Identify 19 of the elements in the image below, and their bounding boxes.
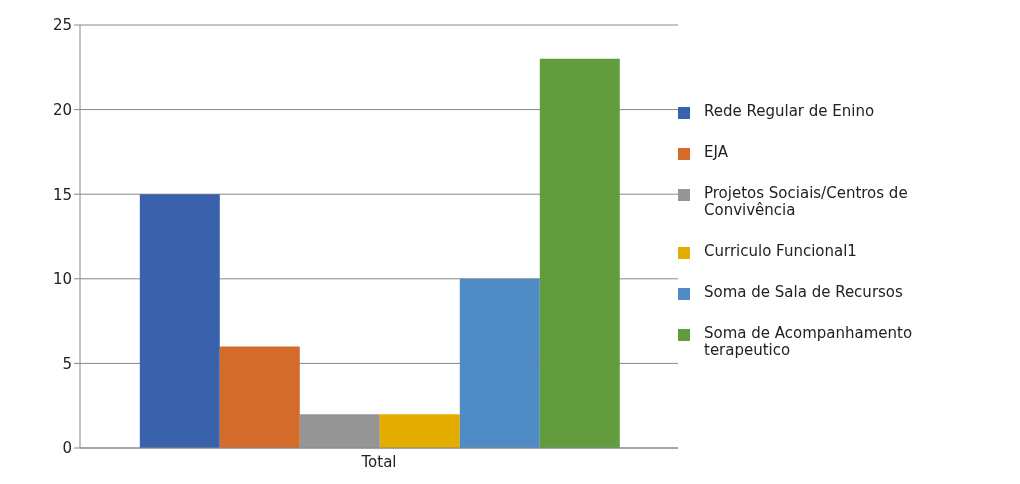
legend-label: Soma de Acompanhamento terapeutico — [704, 324, 914, 359]
y-tick-label: 25 — [52, 16, 72, 35]
x-tick-label: Total — [360, 452, 397, 471]
y-tick-label: 10 — [52, 270, 72, 289]
bar — [219, 346, 300, 448]
y-tick-label: 5 — [62, 354, 72, 373]
bar — [459, 278, 540, 448]
legend-label: Projetos Sociais/Centros de Convivência — [704, 184, 909, 219]
y-tick-label: 20 — [52, 100, 72, 119]
bar — [139, 194, 220, 448]
legend-label: Rede Regular de Enino — [704, 102, 875, 120]
y-tick-label: 15 — [52, 185, 72, 204]
bar — [379, 414, 460, 448]
bar — [539, 58, 620, 448]
y-tick-label: 0 — [62, 439, 72, 458]
legend-label: Soma de Sala de Recursos — [704, 283, 903, 301]
legend-label: EJA — [704, 143, 728, 161]
legend-label: Curriculo Funcional1 — [704, 242, 857, 260]
bar — [299, 414, 380, 448]
